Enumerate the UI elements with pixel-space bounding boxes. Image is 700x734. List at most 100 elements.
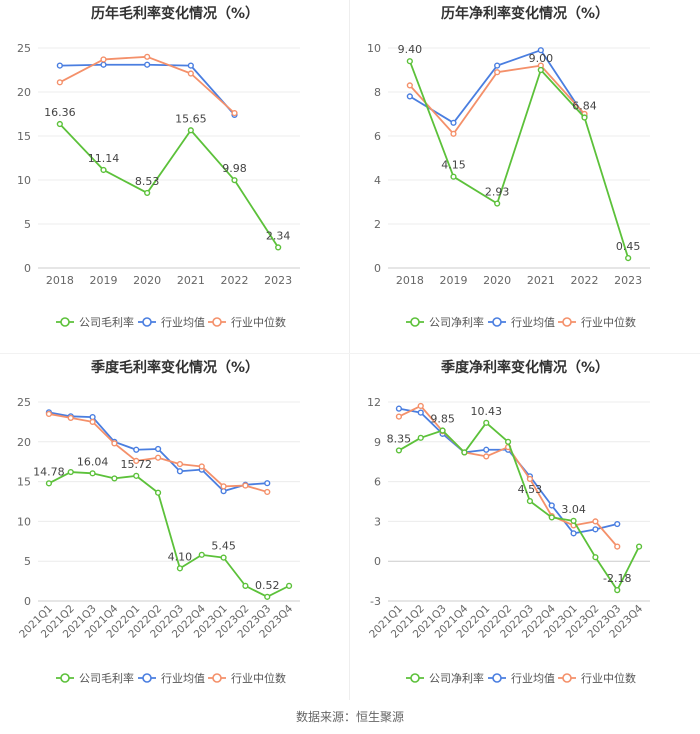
legend-swatch-marker-company <box>410 317 420 327</box>
data-label: 4.10 <box>168 550 193 563</box>
data-label: -2.18 <box>603 572 631 585</box>
chart-quarterly-gross-margin: 季度毛利率变化情况（%） 0 5 10 15 20 25 2021Q1 2021Q2 2021Q3… <box>0 354 350 709</box>
series-line-company <box>48 471 290 598</box>
legend-label-industry_avg: 行业均值 <box>511 316 555 329</box>
y-tick-label: 2 <box>374 218 381 231</box>
chart-annual-net-margin-svg: 历年净利率变化情况（%） 0 2 4 6 8 10 2018 2019 2020 2021 2022 2… <box>367 5 650 329</box>
series-line-industry_median <box>398 405 618 548</box>
chart-quarterly-net-margin-svg: 季度净利率变化情况（%）-30369122021Q12021Q22021Q320… <box>367 359 650 685</box>
data-point-company <box>406 58 413 65</box>
data-point-industry_avg <box>417 409 424 416</box>
data-point-company <box>614 587 621 594</box>
x-tick-label: 2020 <box>133 274 161 287</box>
chart-quarterly-net-margin: 季度净利率变化情况（%） -3 0 3 6 9 12 2021Q1 2021Q2 2021Q3 20… <box>350 354 700 709</box>
series-line-company <box>408 60 630 259</box>
legend-label-industry_avg: 行业均值 <box>161 672 205 685</box>
data-point-industry_avg <box>494 62 501 69</box>
y-tick-label: -3 <box>370 595 381 608</box>
data-point-company <box>198 551 205 558</box>
data-point-company <box>154 489 162 496</box>
data-point-industry_avg <box>483 446 490 453</box>
legend-label-company: 公司毛利率 <box>79 671 134 685</box>
chart-annual-gross-margin: 历年毛利率变化情况（%） 0 5 10 15 20 25 2018 2019 2020 2021 20… <box>0 0 350 355</box>
data-point-industry_median <box>395 413 403 420</box>
y-tick-label: 0 <box>24 595 31 608</box>
data-point-industry_median <box>450 130 457 137</box>
y-tick-label: 0 <box>374 262 381 275</box>
y-tick-label: 5 <box>24 218 31 231</box>
data-point-industry_median <box>133 457 140 465</box>
data-label: 2.34 <box>266 229 291 242</box>
data-point-company <box>111 475 118 482</box>
panel-divider-vertical <box>349 0 350 700</box>
data-source-note: 数据来源：恒生聚源 <box>295 710 404 724</box>
data-point-industry_avg <box>176 468 184 475</box>
data-label: 0.45 <box>616 240 641 253</box>
data-label: 11.14 <box>88 152 120 165</box>
y-tick-label: 10 <box>367 42 381 55</box>
legend-label-company: 公司净利率 <box>429 315 484 329</box>
data-point-industry_median <box>220 483 227 490</box>
data-label: 14.78 <box>33 465 65 478</box>
data-point-company <box>187 127 194 134</box>
series-line-industry_median <box>48 413 268 493</box>
series-line-company <box>59 123 279 248</box>
y-tick-label: 25 <box>17 42 31 55</box>
data-label: 4.15 <box>441 159 466 172</box>
x-tick-label: 2021 <box>527 274 555 287</box>
legend-swatch-marker-company <box>60 317 70 327</box>
data-point-industry_median <box>176 460 184 468</box>
y-tick-label: 5 <box>24 555 31 568</box>
data-point-industry_median <box>45 410 53 418</box>
chart-title: 历年毛利率变化情况（%） <box>91 5 259 22</box>
y-tick-label: 10 <box>17 515 31 528</box>
data-point-company <box>45 480 53 487</box>
legend-label-industry_avg: 行业均值 <box>161 316 205 329</box>
panel-divider-horizontal <box>0 353 700 354</box>
data-point-industry_avg <box>56 62 63 69</box>
x-tick-label: 2019 <box>440 274 468 287</box>
data-point-industry_median <box>417 402 424 410</box>
data-label: 8.35 <box>387 432 412 445</box>
data-point-company <box>635 543 643 550</box>
chart-title: 历年净利率变化情况（%） <box>441 5 609 22</box>
legend-swatch-marker-industry_median <box>212 673 222 683</box>
legend-label-industry_median: 行业中位数 <box>231 315 286 329</box>
y-tick-label: 9 <box>374 436 381 449</box>
chart-annual-net-margin: 历年净利率变化情况（%） 0 2 4 6 8 10 2018 2019 2020 2021 2022 2… <box>350 0 700 355</box>
data-point-company <box>89 470 96 477</box>
legend-swatch-marker-company <box>60 673 70 683</box>
data-point-industry_avg <box>592 526 599 533</box>
data-label: 9.00 <box>529 52 554 65</box>
data-point-company <box>625 255 632 262</box>
data-point-industry_median <box>483 453 490 460</box>
data-point-industry_avg <box>548 502 555 509</box>
legend-swatch-marker-industry_median <box>562 317 572 327</box>
x-tick-label: 2018 <box>396 274 424 287</box>
y-tick-label: 12 <box>367 396 381 409</box>
data-point-industry_avg <box>144 61 151 68</box>
legend-label-industry_median: 行业中位数 <box>581 671 636 685</box>
data-point-industry_median <box>264 488 271 496</box>
data-label: 10.43 <box>471 405 503 418</box>
data-point-industry_median <box>154 454 162 461</box>
x-tick-label: 2021 <box>177 274 205 287</box>
y-tick-label: 10 <box>17 174 31 187</box>
data-point-industry_median <box>111 440 118 447</box>
legend-label-industry_median: 行业中位数 <box>231 671 286 685</box>
data-point-industry_median <box>242 482 249 489</box>
data-point-industry_avg <box>614 520 621 528</box>
legend-label-company: 公司净利率 <box>429 671 484 685</box>
data-point-company <box>56 120 63 128</box>
legend-swatch-marker-industry_avg <box>492 317 502 327</box>
data-point-company <box>461 449 468 456</box>
data-point-company <box>494 200 501 207</box>
data-point-industry_avg <box>406 93 413 100</box>
data-point-company <box>570 517 577 524</box>
x-tick-label: 2023 <box>264 274 292 287</box>
x-tick-label: 2019 <box>90 274 118 287</box>
data-point-company <box>537 66 544 74</box>
y-tick-label: 4 <box>374 174 381 187</box>
data-point-industry_median <box>187 70 194 77</box>
y-tick-label: 6 <box>374 130 381 143</box>
